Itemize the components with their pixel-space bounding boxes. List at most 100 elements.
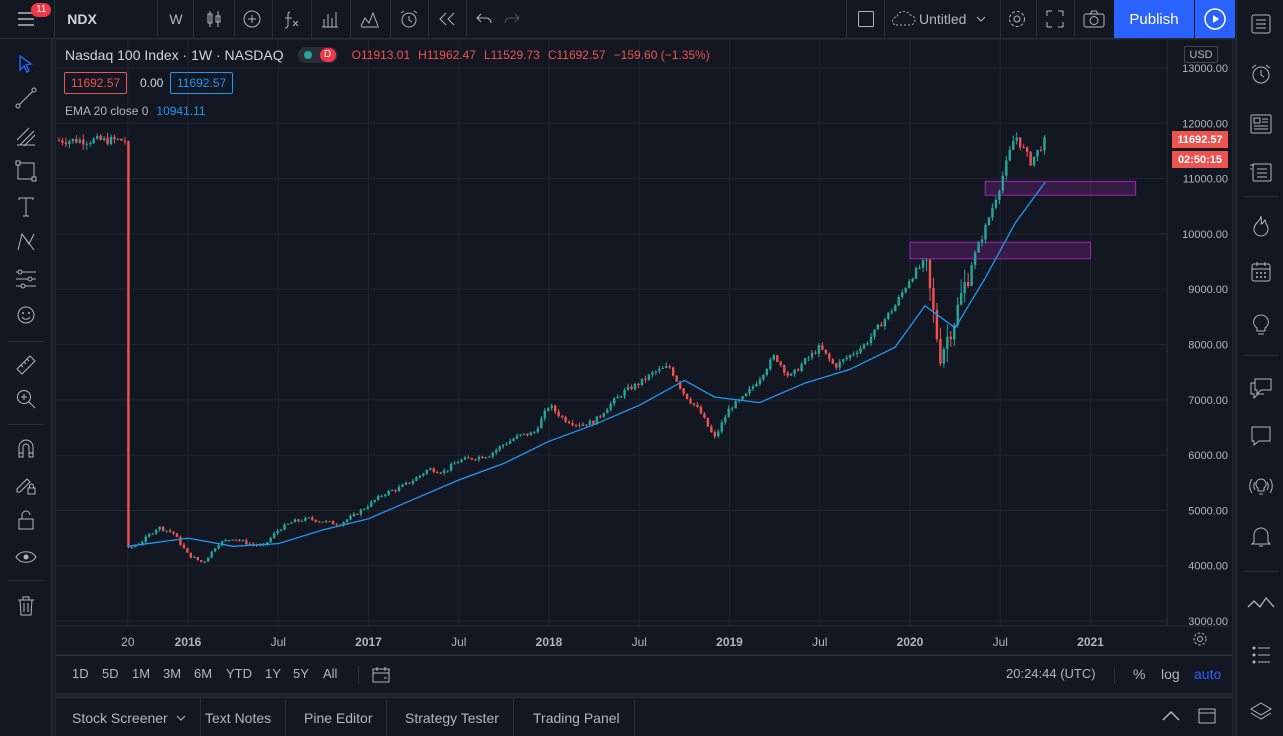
price-tick-label: 13000.00 — [1182, 63, 1228, 75]
alert-icon[interactable] — [395, 0, 423, 38]
tab-text-notes[interactable]: Text Notes — [191, 698, 287, 736]
candle-down — [186, 548, 189, 553]
tf-1d[interactable]: 1D — [72, 666, 89, 681]
symbol-title[interactable]: Nasdaq 100 Index · 1W · NASDAQ — [65, 47, 284, 63]
replay-icon[interactable] — [433, 0, 461, 38]
candle-down — [592, 420, 595, 425]
maximize-panel-icon[interactable] — [1198, 708, 1216, 727]
calendar-icon[interactable] — [1246, 257, 1276, 287]
candle-down — [630, 386, 633, 390]
ruler-icon[interactable] — [12, 351, 40, 379]
indicators-icon[interactable] — [278, 0, 306, 38]
symbol-search[interactable]: NDX — [67, 11, 97, 27]
tf-ytd[interactable]: YTD — [226, 666, 252, 681]
chart-pane[interactable]: 13000.00 12000.00 11000.00 10000.00 9000.00 8… — [56, 40, 1232, 654]
templates-icon[interactable] — [356, 0, 384, 38]
last-price-label: 11692.57 — [1172, 131, 1228, 148]
indicator-legend[interactable]: EMA 20 close 0 10941.11 — [65, 104, 206, 118]
fullscreen-icon[interactable] — [1042, 0, 1068, 38]
trash-icon[interactable] — [12, 592, 40, 620]
streams-icon[interactable] — [1246, 472, 1276, 502]
candle-up — [734, 400, 737, 409]
emoji-icon[interactable] — [12, 301, 40, 329]
tf-1m[interactable]: 1M — [132, 666, 151, 681]
candle-up — [165, 530, 168, 532]
candle-down — [439, 472, 442, 474]
tf-all[interactable]: All — [323, 666, 338, 681]
tf-5d[interactable]: 5D — [102, 666, 119, 681]
candle-down — [783, 365, 786, 373]
candle-up — [720, 422, 723, 432]
candle-up — [748, 388, 751, 394]
candle-up — [498, 446, 501, 450]
fib-tools-icon[interactable] — [12, 123, 40, 151]
zoom-in-icon[interactable] — [12, 385, 40, 413]
buy-price-box[interactable]: 11692.57 — [170, 72, 234, 94]
chevron-up-icon[interactable] — [1162, 710, 1180, 725]
candle-down — [578, 424, 581, 426]
settings-gear-icon[interactable] — [1004, 0, 1030, 38]
notifications-bell-icon[interactable] — [1246, 522, 1276, 552]
candle-down — [689, 399, 692, 404]
market-status[interactable]: D — [297, 47, 338, 63]
stay-drawing-lock-icon[interactable] — [12, 471, 40, 499]
layout-menu[interactable]: Untitled — [890, 0, 998, 38]
tab-strategy-tester[interactable]: Strategy Tester — [391, 698, 514, 736]
support-zone-rect[interactable] — [984, 180, 1137, 196]
tab-trading-panel[interactable]: Trading Panel — [519, 698, 635, 736]
candle-up — [606, 409, 609, 414]
financials-icon[interactable] — [316, 0, 344, 38]
goto-date-icon[interactable] — [372, 666, 390, 687]
tab-pine-editor[interactable]: Pine Editor — [290, 698, 388, 736]
play-icon[interactable] — [1195, 0, 1235, 38]
text-tool-icon[interactable] — [12, 193, 40, 221]
lock-icon[interactable] — [12, 506, 40, 534]
object-tree-icon[interactable] — [1246, 640, 1276, 670]
shapes-rectangle-icon[interactable] — [12, 157, 40, 185]
tf-3m[interactable]: 3M — [163, 666, 182, 681]
alerts-clock-icon[interactable] — [1246, 59, 1276, 89]
cursor-icon[interactable] — [12, 50, 40, 78]
sell-price-box[interactable]: 11692.57 — [64, 72, 128, 94]
price-chart[interactable]: 13000.00 12000.00 11000.00 10000.00 9000.00 8… — [56, 40, 1232, 654]
percent-toggle[interactable]: % — [1133, 666, 1146, 682]
candle-up — [508, 440, 512, 444]
data-window-icon[interactable] — [1246, 157, 1276, 187]
ideas-lightbulb-icon[interactable] — [1246, 310, 1276, 340]
magnet-icon[interactable] — [12, 435, 40, 463]
price-tick-label: 3000.00 — [1188, 616, 1228, 628]
log-toggle[interactable]: log — [1161, 666, 1180, 682]
eye-icon[interactable] — [12, 543, 40, 571]
publish-button[interactable]: Publish — [1114, 0, 1194, 38]
interval-button[interactable]: W — [169, 11, 183, 27]
undo-icon[interactable] — [472, 0, 496, 38]
comments-icon[interactable] — [1246, 421, 1276, 451]
tf-5y[interactable]: 5Y — [293, 666, 309, 681]
candle-down — [637, 383, 640, 386]
select-layout-icon[interactable] — [852, 0, 880, 38]
tf-6m[interactable]: 6M — [194, 666, 213, 681]
tab-stock-screener[interactable]: Stock Screener — [58, 698, 201, 736]
hotlists-icon[interactable] — [1246, 211, 1276, 241]
dom-chart-icon[interactable] — [1246, 588, 1276, 618]
candles-icon[interactable] — [200, 0, 228, 38]
utc-clock[interactable]: 20:24:44 (UTC) — [1006, 666, 1096, 681]
prediction-measure-icon[interactable] — [12, 265, 40, 293]
redo-icon[interactable] — [500, 0, 524, 38]
candle-down — [168, 530, 172, 532]
camera-icon[interactable] — [1080, 0, 1108, 38]
candle-up — [266, 542, 269, 545]
compare-add-icon[interactable] — [238, 0, 266, 38]
candle-up — [491, 452, 494, 457]
tf-1y[interactable]: 1Y — [265, 666, 281, 681]
currency-label[interactable]: USD — [1184, 46, 1218, 63]
layers-icon[interactable] — [1246, 697, 1276, 727]
chats-icon[interactable] — [1246, 373, 1276, 403]
news-icon[interactable] — [1246, 109, 1276, 139]
price-tick-label: 7000.00 — [1188, 395, 1228, 407]
trend-line-icon[interactable] — [12, 84, 40, 112]
patterns-icon[interactable] — [12, 228, 40, 256]
axis-settings-gear-icon[interactable] — [1192, 631, 1208, 650]
auto-toggle[interactable]: auto — [1194, 666, 1222, 682]
watchlist-icon[interactable] — [1246, 9, 1276, 39]
